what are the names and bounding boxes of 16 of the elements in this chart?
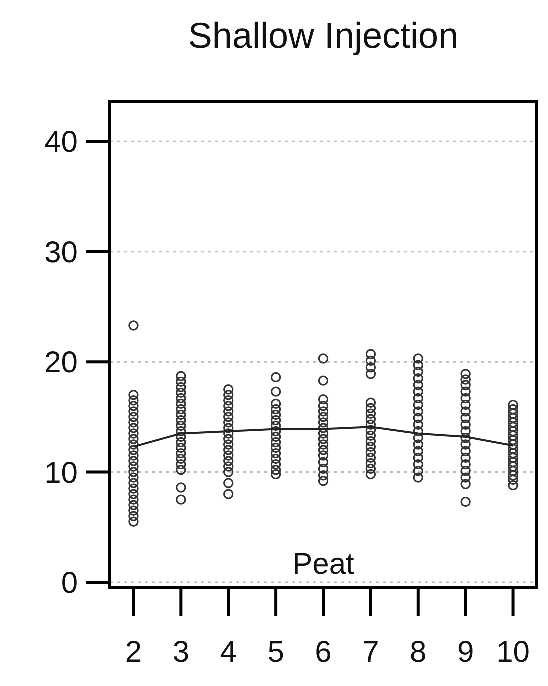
x-tick-label: 7 bbox=[362, 636, 380, 669]
x-tick-label: 8 bbox=[410, 636, 427, 669]
x-tick-label: 6 bbox=[315, 636, 332, 669]
y-tick-label: 20 bbox=[44, 346, 78, 380]
x-tick-label: 2 bbox=[125, 636, 142, 669]
x-tick-label: 10 bbox=[496, 636, 530, 669]
y-tick-label: 10 bbox=[44, 456, 78, 490]
x-tick-label: 5 bbox=[268, 636, 284, 669]
x-tick-label: 4 bbox=[220, 636, 237, 669]
x-tick-label: 3 bbox=[172, 636, 190, 669]
annotation: Peat bbox=[292, 548, 356, 581]
y-tick-label: 30 bbox=[44, 236, 78, 270]
y-tick-label: 40 bbox=[44, 126, 78, 160]
chart-title: Shallow Injection bbox=[188, 15, 459, 56]
x-tick-label: 9 bbox=[457, 636, 474, 669]
y-tick-label: 0 bbox=[61, 566, 78, 600]
